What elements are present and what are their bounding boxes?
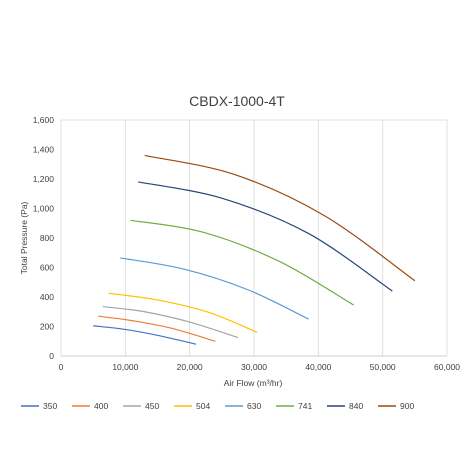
y-tick-label: 0 (49, 351, 54, 361)
x-tick-label: 30,000 (241, 362, 267, 372)
y-tick-label: 1,600 (33, 115, 55, 125)
y-tick-label: 800 (40, 233, 54, 243)
legend-item-741: 741 (276, 401, 312, 411)
y-tick-label: 1,400 (33, 145, 55, 155)
x-tick-label: 40,000 (305, 362, 331, 372)
y-tick-labels: 0 200 400 600 800 1,000 1,200 1,400 1,600 (33, 115, 55, 361)
legend-item-400: 400 (72, 401, 108, 411)
x-tick-label: 0 (59, 362, 64, 372)
legend-label: 840 (349, 401, 363, 411)
series-line-504 (108, 292, 258, 333)
grid-lines (124, 120, 448, 356)
legend-label: 450 (145, 401, 159, 411)
series-layer (93, 154, 416, 345)
y-axis-label: Total Pressure (Pa) (19, 201, 29, 274)
legend-label: 504 (196, 401, 210, 411)
series-line-350 (93, 325, 197, 345)
x-tick-labels: 0 10,000 20,000 30,000 40,000 50,000 60,000 (59, 362, 461, 372)
chart-title: CBDX-1000-4T (189, 93, 285, 109)
series-line-450 (102, 305, 239, 339)
plot-border (60, 119, 447, 357)
legend-item-900: 900 (378, 401, 414, 411)
legend-label: 741 (298, 401, 312, 411)
x-tick-label: 60,000 (434, 362, 460, 372)
series-line-900 (144, 154, 416, 282)
legend-item-840: 840 (327, 401, 363, 411)
x-tick-label: 20,000 (177, 362, 203, 372)
legend-label: 900 (400, 401, 414, 411)
legend-item-630: 630 (225, 401, 261, 411)
legend-label: 350 (43, 401, 57, 411)
x-tick-label: 10,000 (112, 362, 138, 372)
y-tick-label: 200 (40, 322, 54, 332)
x-tick-label: 50,000 (370, 362, 396, 372)
legend-label: 630 (247, 401, 261, 411)
series-line-400 (98, 315, 216, 342)
legend-item-450: 450 (123, 401, 159, 411)
legend-item-350: 350 (21, 401, 57, 411)
x-axis-label: Air Flow (m³/hr) (224, 378, 283, 388)
y-tick-label: 400 (40, 292, 54, 302)
y-tick-label: 600 (40, 263, 54, 273)
series-line-630 (120, 257, 309, 320)
series-line-840 (138, 181, 393, 292)
legend-item-504: 504 (174, 401, 210, 411)
legend: 350 400 450 504 630 741 840 900 (21, 401, 414, 411)
legend-label: 400 (94, 401, 108, 411)
series-line-741 (130, 219, 355, 306)
y-tick-label: 1,200 (33, 174, 55, 184)
y-tick-label: 1,000 (33, 204, 55, 214)
